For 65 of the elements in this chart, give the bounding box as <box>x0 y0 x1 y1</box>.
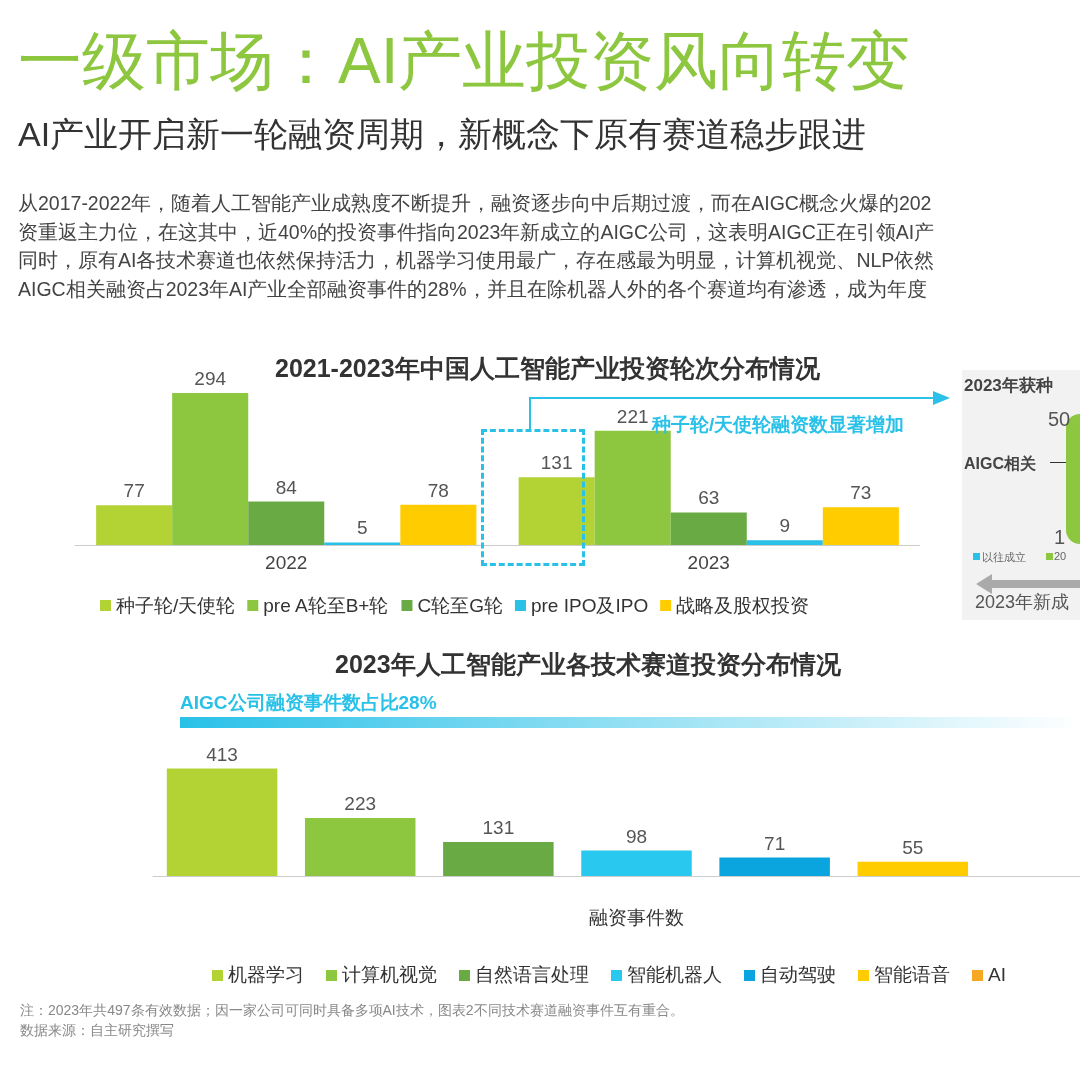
bar <box>248 501 325 545</box>
bar <box>746 540 823 545</box>
data-label: 221 <box>616 405 649 427</box>
data-label: 9 <box>779 515 791 537</box>
text: 注：2023年共497条有效数据；因一家公司可同时具备多项AI技术，图表2不同技术赛道融资事件互有重合。 <box>20 1002 684 1020</box>
text: 2023年新成 <box>975 591 1070 614</box>
text: 1 <box>1054 526 1066 549</box>
x-tick-label: AI <box>988 964 1006 986</box>
text: 资重返主力位，在这其中，近40%的投资事件指向2023年新成立的AIGC公司，这表明AIGC正在引领AI产 <box>18 219 935 245</box>
data-label: 55 <box>902 836 924 858</box>
source-note: 数据来源：自主研究撰写 <box>20 1022 174 1040</box>
bar <box>581 850 692 876</box>
data-label: 131 <box>540 452 573 474</box>
data-label: 77 <box>123 480 145 502</box>
x-tick-label: 2023 <box>687 552 730 573</box>
bar <box>324 542 401 545</box>
legend-label: pre IPO及IPO <box>530 595 649 616</box>
data-label: 5 <box>357 517 368 539</box>
data-label: 413 <box>206 743 238 765</box>
bar <box>719 857 830 876</box>
bar <box>96 505 173 545</box>
data-label: 73 <box>850 482 872 504</box>
bar <box>670 512 747 545</box>
data-label: 84 <box>275 476 298 498</box>
x-tick-label: 计算机视觉 <box>342 963 437 987</box>
data-label: 63 <box>698 487 720 509</box>
x-tick-label: 自动驾驶 <box>760 963 836 987</box>
bar <box>857 861 969 876</box>
legend-label: 战略及股权投资 <box>676 595 810 616</box>
bar <box>822 507 899 545</box>
bar <box>518 477 595 545</box>
data-label: 78 <box>427 479 449 501</box>
text: 从2017-2022年，随着人工智能产业成熟度不断提升，融资逐步向中后期过渡，而在AIGC概念火爆的202 <box>18 191 932 216</box>
text: AIGC相关 <box>964 454 1036 474</box>
text: AIGC相关融资占2023年AI产业全部融资事件的28%，并且在除机器人外的各个赛道均有渗透，成为年度 <box>18 276 927 302</box>
x-tick-label: 智能语音 <box>874 963 950 987</box>
text: AI产业开启新一轮融资周期，新概念下原有赛道稳步跟进 <box>18 114 867 155</box>
x-tick-label: 机器学习 <box>228 963 304 987</box>
x-tick-label: 2022 <box>265 552 308 573</box>
data-label: 98 <box>625 825 648 847</box>
x-tick-label: 自然语言处理 <box>475 963 589 987</box>
chart-title: 2021-2023年中国人工智能产业投资轮次分布情况 <box>275 353 821 382</box>
chart-title: 2023年人工智能产业各技术赛道投资分布情况 <box>335 649 842 678</box>
text: 20 <box>1054 550 1067 562</box>
data-label: 71 <box>764 832 786 854</box>
data-label: 131 <box>482 816 515 838</box>
text: 同时，原有AI各技术赛道也依然保持活力，机器学习使用最广，存在感最为明显，计算机视觉、NLP依然 <box>18 248 935 273</box>
data-label: 223 <box>344 793 377 815</box>
text: AIGC公司融资事件数占比28% <box>180 691 437 715</box>
bar <box>443 841 554 876</box>
data-label: 294 <box>194 368 227 390</box>
bar <box>166 768 278 876</box>
text: 一级市场：AI产业投资风向转变 <box>18 24 911 99</box>
bar <box>172 393 249 545</box>
text: 2023年获种 <box>964 375 1053 397</box>
text: 以往成立 <box>982 550 1026 565</box>
bar <box>400 504 477 545</box>
annotation: 种子轮/天使轮融资数显著增加 <box>652 413 905 437</box>
x-axis-title: 融资事件数 <box>589 907 684 928</box>
legend-label: C轮至G轮 <box>417 595 503 616</box>
text: 50 <box>1048 408 1071 431</box>
legend-label: 种子轮/天使轮 <box>116 595 236 616</box>
bar <box>304 818 416 876</box>
x-tick-label: 智能机器人 <box>627 963 722 987</box>
legend-label: pre A轮至B+轮 <box>263 595 389 616</box>
